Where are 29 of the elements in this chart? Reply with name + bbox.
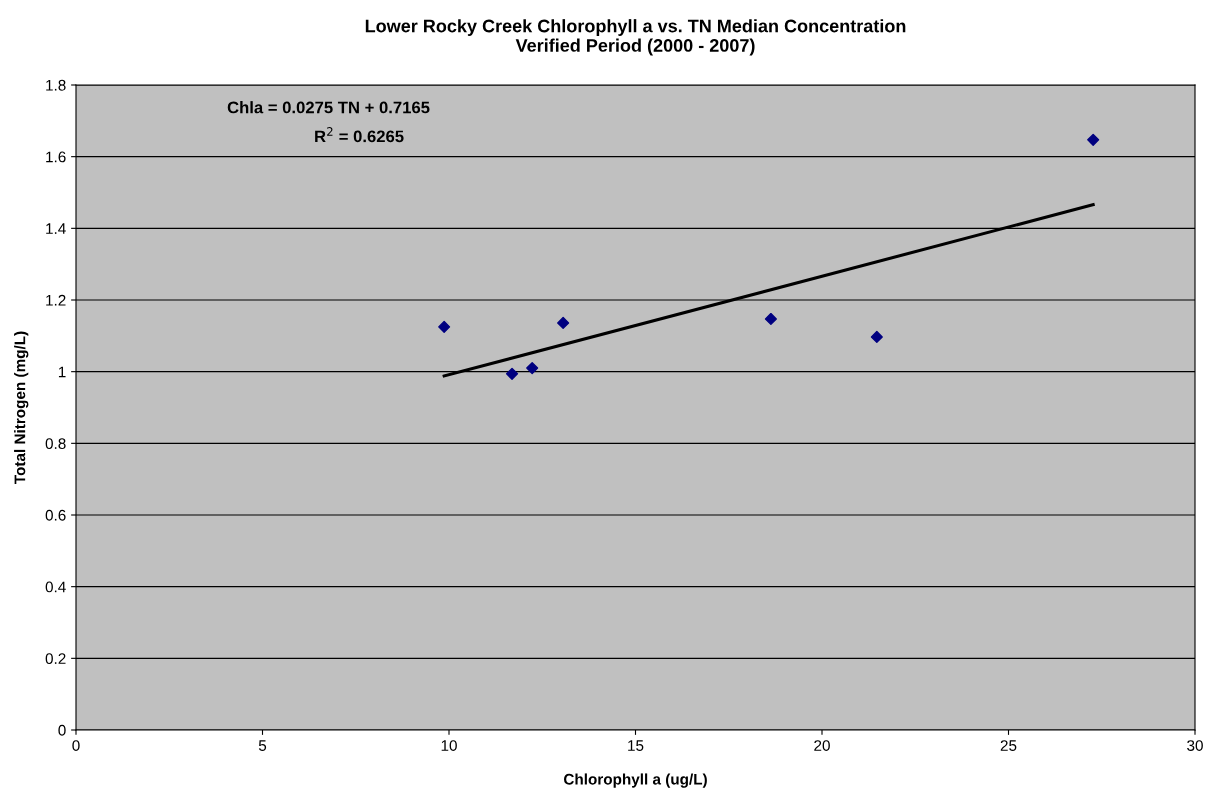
- point: [1087, 133, 1100, 146]
- y-tick-label: 0.6: [45, 509, 66, 521]
- y-tick-label: 1.8: [46, 79, 66, 91]
- y-axis-title: Total Nitrogen (mg/L): [14, 331, 29, 484]
- x-tick-label: 25: [1000, 740, 1017, 751]
- x-tick-label: 15: [628, 740, 644, 751]
- point: [505, 367, 519, 380]
- y-tick-label: 0.4: [45, 581, 66, 593]
- x-tick-label: 0: [72, 740, 80, 751]
- x-tick-label: 20: [814, 740, 830, 751]
- annotation: Chla = 0.0275 TN + 0.7165: [227, 101, 430, 114]
- y-tick-label: 1.6: [46, 151, 66, 163]
- y-tick-label: 0: [58, 724, 66, 736]
- point: [438, 320, 451, 333]
- x-tick-label: 30: [1187, 740, 1203, 751]
- x-tick-label: 5: [258, 740, 267, 751]
- chart-title: Lower Rocky Creek Chlorophyll a vs. TN Median Concentration Verified Period (2000 - 2007): [365, 19, 906, 56]
- annotation: R$^{2}$ = 0.6265: [315, 127, 404, 143]
- y-tick-label: 0.2: [45, 653, 66, 665]
- y-tick-label: 1.2: [46, 294, 66, 306]
- point: [764, 312, 777, 326]
- point: [526, 362, 539, 375]
- point: [557, 316, 570, 330]
- y-tick-label: 1: [58, 366, 66, 378]
- x-tick-label: 10: [441, 740, 457, 751]
- y-tick-label: 1.4: [46, 223, 66, 234]
- point: [870, 330, 883, 343]
- x-axis-title: Chlorophyll a (ug/L): [564, 773, 707, 788]
- y-tick-label: 0.8: [45, 438, 66, 450]
